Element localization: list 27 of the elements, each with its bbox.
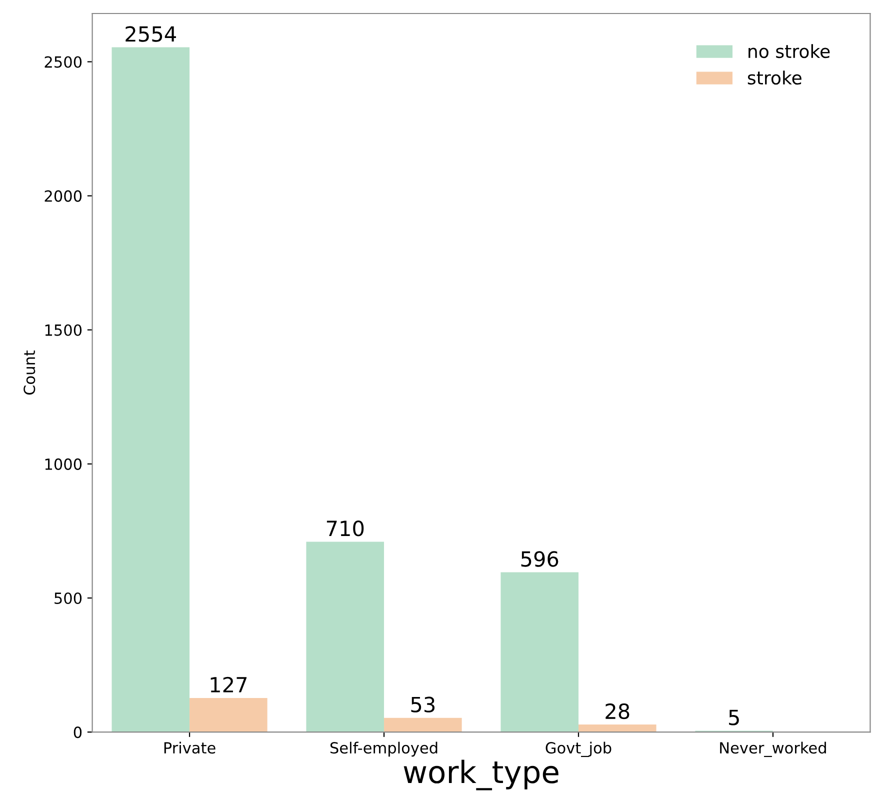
data-label: 53 — [411, 696, 434, 712]
y-axis-title: Count — [24, 350, 36, 395]
bar — [306, 542, 384, 732]
y-tick-label: 500 — [54, 592, 82, 604]
bar — [190, 698, 268, 732]
data-label: 127 — [210, 676, 247, 692]
bar — [578, 724, 656, 732]
y-tick-label: 2500 — [44, 56, 82, 68]
bar — [112, 47, 190, 732]
x-tick-label: Govt_job — [546, 742, 612, 757]
y-tick-label: 1500 — [45, 324, 82, 336]
data-label: 710 — [326, 520, 364, 536]
legend-label: stroke — [748, 70, 802, 85]
x-axis-title: work_type — [404, 760, 558, 790]
y-tick-label: 2000 — [44, 190, 82, 202]
bar — [500, 572, 578, 732]
y-tick-label: 1000 — [45, 458, 82, 470]
data-label: 5 — [729, 710, 739, 726]
data-label: 28 — [606, 703, 630, 720]
x-tick-label: Never_worked — [720, 742, 826, 757]
data-label: 596 — [521, 551, 558, 567]
x-tick-label: Self-employed — [330, 742, 438, 757]
x-tick-label: Private — [164, 742, 216, 754]
legend-label: no stroke — [748, 44, 830, 58]
y-tick-label: 0 — [74, 726, 82, 738]
data-label: 2554 — [126, 26, 176, 42]
bar — [384, 718, 462, 732]
